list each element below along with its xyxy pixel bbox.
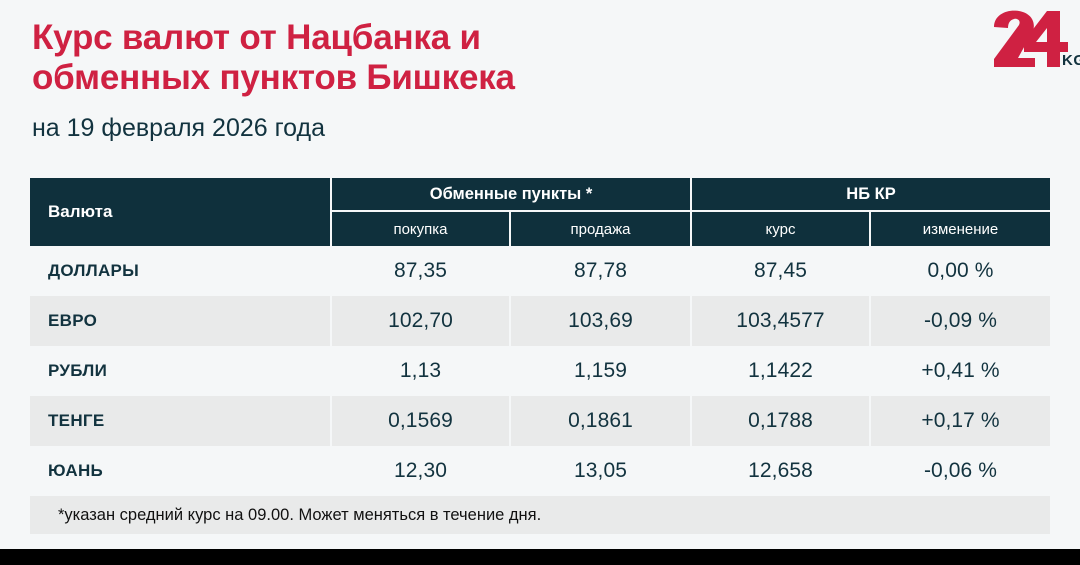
cell-buy: 12,30 xyxy=(330,446,510,496)
table-header-row-subs: покупка продажа курс изменение xyxy=(30,211,1050,246)
cell-currency: РУБЛИ xyxy=(30,346,331,396)
cell-change: -0,09 % xyxy=(869,296,1050,346)
currency-rates-table: Валюта Обменные пункты * НБ КР покупка п… xyxy=(30,178,1050,534)
logo-24kg: KG xyxy=(988,8,1080,70)
cell-sell: 87,78 xyxy=(509,246,691,296)
table-row: ЕВРО 102,70 103,69 103,4577 -0,09 % xyxy=(30,296,1050,346)
table-row: РУБЛИ 1,13 1,159 1,1422 +0,41 % xyxy=(30,346,1050,396)
column-header-change: изменение xyxy=(869,211,1050,246)
cell-change: 0,00 % xyxy=(869,246,1050,296)
table-header-row-groups: Валюта Обменные пункты * НБ КР xyxy=(30,178,1050,246)
cell-rate: 1,1422 xyxy=(690,346,870,396)
rates-table-container: Валюта Обменные пункты * НБ КР покупка п… xyxy=(30,178,1050,534)
cell-rate: 87,45 xyxy=(690,246,870,296)
cell-sell: 1,159 xyxy=(509,346,691,396)
table-row: ДОЛЛАРЫ 87,35 87,78 87,45 0,00 % xyxy=(30,246,1050,296)
cell-buy: 87,35 xyxy=(330,246,510,296)
footnote-text: *указан средний курс на 09.00. Может мен… xyxy=(30,496,1050,534)
cell-change: +0,17 % xyxy=(869,396,1050,446)
cell-currency: ДОЛЛАРЫ xyxy=(30,246,331,296)
cell-sell: 103,69 xyxy=(509,296,691,346)
page-subtitle-date: на 19 февраля 2026 года xyxy=(32,114,326,143)
cell-rate: 12,658 xyxy=(690,446,870,496)
cell-buy: 0,1569 xyxy=(330,396,510,446)
table-body: ДОЛЛАРЫ 87,35 87,78 87,45 0,00 % ЕВРО 102,70 10… xyxy=(30,246,1050,496)
cell-rate: 103,4577 xyxy=(690,296,870,346)
page-title-line-1: Курс валют от Нацбанка и xyxy=(32,18,481,57)
cell-currency: ЮАНЬ xyxy=(30,446,331,496)
table-row: ЮАНЬ 12,30 13,05 12,658 -0,06 % xyxy=(30,446,1050,496)
table-header: Валюта Обменные пункты * НБ КР покупка п… xyxy=(30,178,1050,246)
column-header-buy: покупка xyxy=(330,211,510,246)
page-title: Курс валют от Нацбанка и обменных пункто… xyxy=(32,18,732,97)
cell-sell: 0,1861 xyxy=(509,396,691,446)
table-footer: *указан средний курс на 09.00. Может мен… xyxy=(30,496,1050,534)
cell-change: +0,41 % xyxy=(869,346,1050,396)
cell-currency: ЕВРО xyxy=(30,296,331,346)
page-title-line-2: обменных пунктов Бишкека xyxy=(32,57,515,97)
column-group-header-national-bank: НБ КР xyxy=(690,178,1050,212)
column-header-rate: курс xyxy=(690,211,870,246)
table-row: ТЕНГЕ 0,1569 0,1861 0,1788 +0,17 % xyxy=(30,396,1050,446)
column-header-sell: продажа xyxy=(509,211,691,246)
page-header: Курс валют от Нацбанка и обменных пункто… xyxy=(32,18,1048,148)
logo-24kg-icon: KG xyxy=(994,10,1080,69)
cell-rate: 0,1788 xyxy=(690,396,870,446)
footnote-row: *указан средний курс на 09.00. Может мен… xyxy=(30,496,1050,534)
cell-currency: ТЕНГЕ xyxy=(30,396,331,446)
column-group-header-exchange-points: Обменные пункты * xyxy=(330,178,691,212)
svg-text:KG: KG xyxy=(1062,52,1080,69)
column-header-currency: Валюта xyxy=(30,178,331,246)
bottom-black-bar xyxy=(0,549,1080,565)
cell-buy: 102,70 xyxy=(330,296,510,346)
cell-change: -0,06 % xyxy=(869,446,1050,496)
cell-buy: 1,13 xyxy=(330,346,510,396)
cell-sell: 13,05 xyxy=(509,446,691,496)
